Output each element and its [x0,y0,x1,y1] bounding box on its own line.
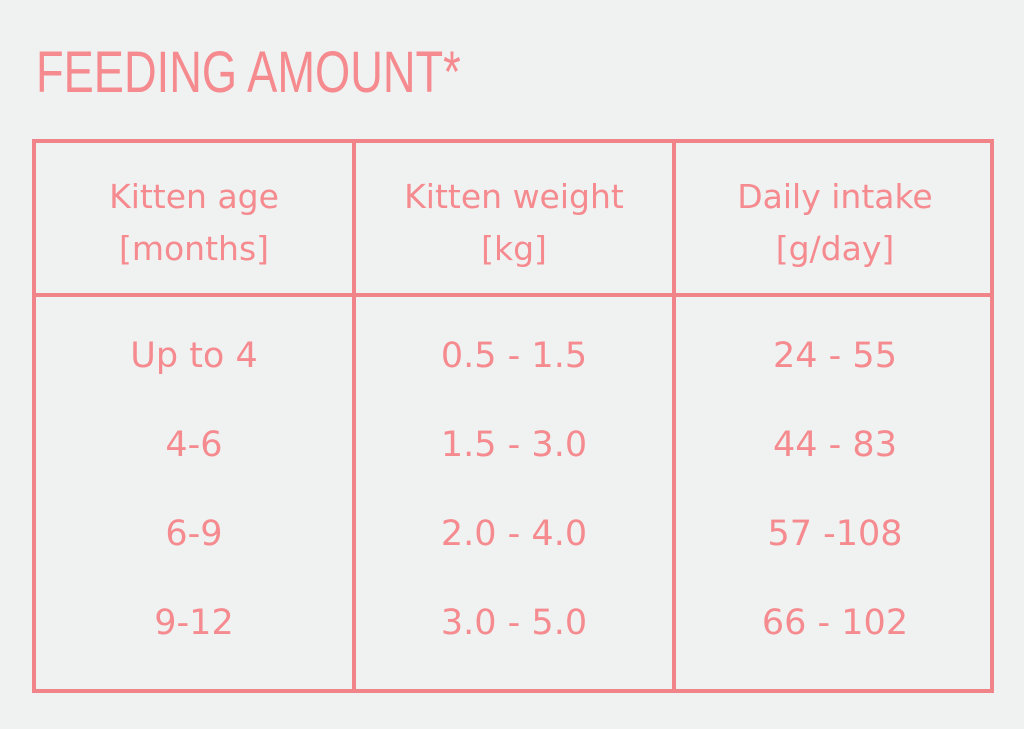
cell-intake: 66 - 102 [761,603,909,643]
header-unit: [months] [118,229,270,268]
header-line: Kitten age [109,177,279,216]
header-kitten-weight: Kitten weight [kg] [356,171,672,275]
cell-age: 4-6 [165,425,223,465]
cell-intake: 44 - 83 [773,425,897,465]
cell-intake: 24 - 55 [773,336,897,376]
column-divider [352,143,356,689]
column-divider [672,143,676,689]
cell-age: Up to 4 [130,336,258,376]
header-line: Kitten weight [404,177,624,216]
header-kitten-age: Kitten age [months] [36,171,352,275]
cell-age: 6-9 [165,514,223,554]
header-line: Daily intake [737,177,933,216]
page-title: FEEDING AMOUNT* [36,40,461,105]
cell-weight: 2.0 - 4.0 [440,514,588,554]
cell-weight: 3.0 - 5.0 [440,603,588,643]
header-divider [36,293,990,297]
header-daily-intake: Daily intake [g/day] [676,171,994,275]
header-unit: [g/day] [775,229,895,268]
cell-weight: 1.5 - 3.0 [440,425,588,465]
cell-age: 9-12 [154,603,234,643]
feeding-table: Kitten age [months] Kitten weight [kg] D… [32,139,994,693]
cell-intake: 57 -108 [767,514,903,554]
cell-weight: 0.5 - 1.5 [440,336,588,376]
header-unit: [kg] [481,229,547,268]
